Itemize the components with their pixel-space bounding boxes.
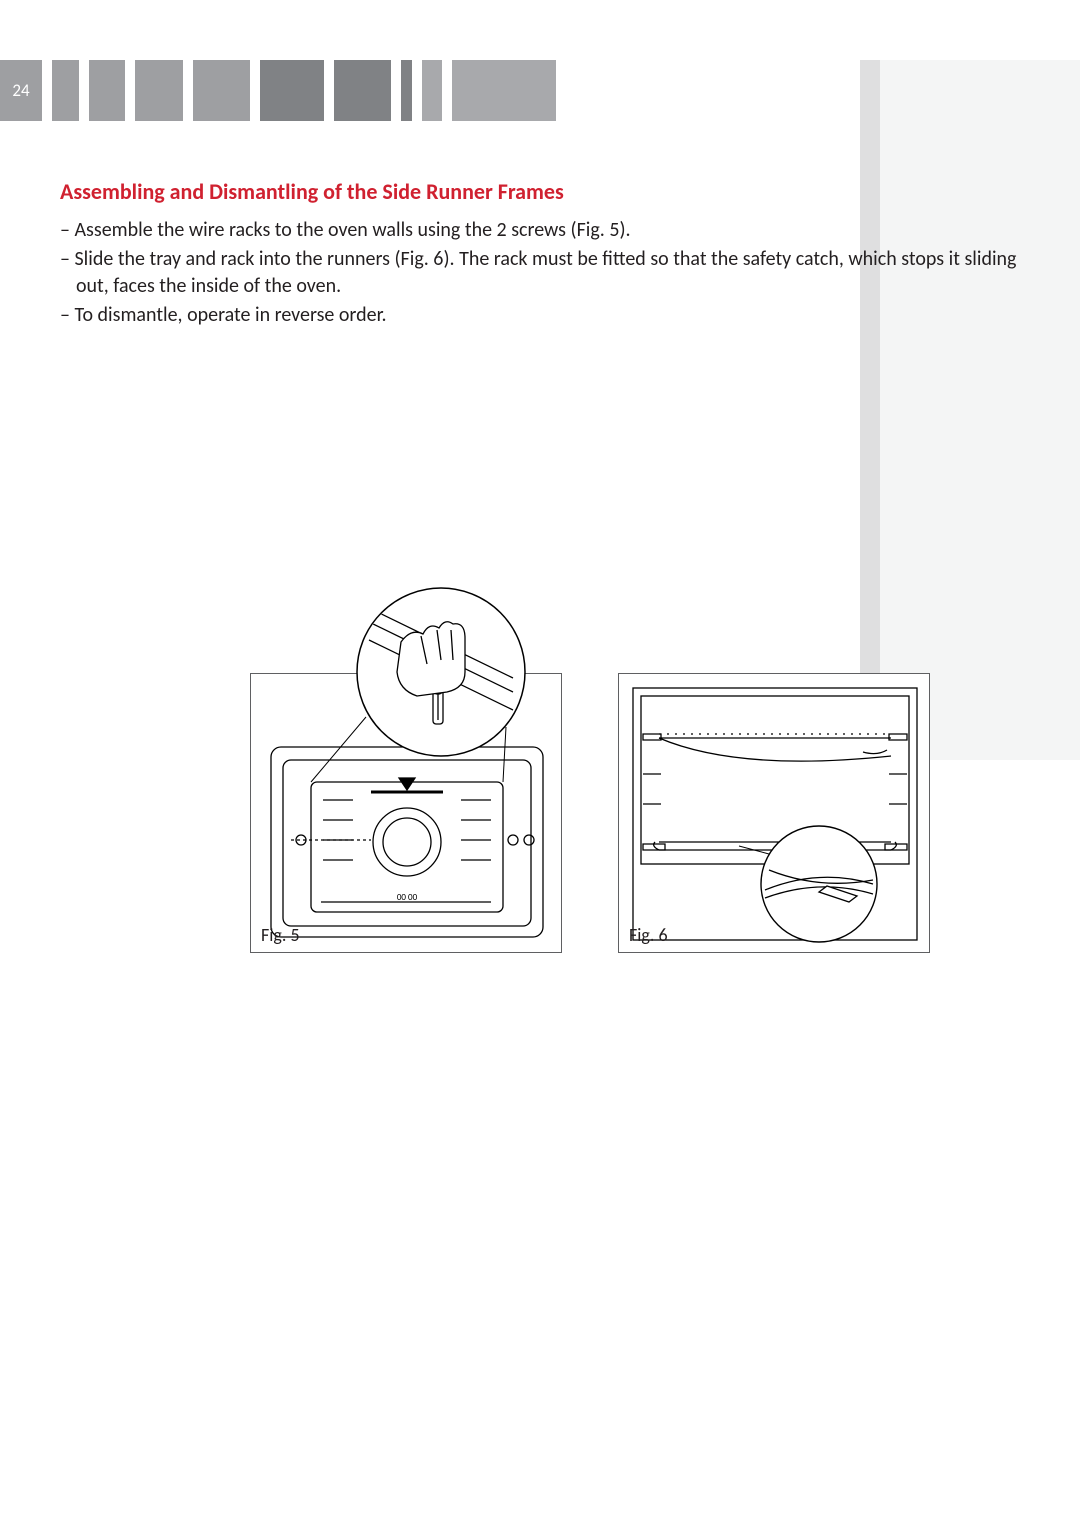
header-bar bbox=[401, 60, 412, 121]
header-bar bbox=[334, 60, 391, 121]
instruction-item: Slide the tray and rack into the runners… bbox=[60, 246, 1020, 300]
figure-5-svg: 00 00 bbox=[251, 582, 563, 952]
page-number: 24 bbox=[12, 80, 29, 101]
figure-6-caption: Fig. 6 bbox=[629, 924, 668, 946]
header-bars bbox=[52, 60, 556, 121]
section-title: Assembling and Dismantling of the Side R… bbox=[60, 178, 1020, 205]
figure-5-caption: Fig. 5 bbox=[261, 924, 300, 946]
header-strip: 24 bbox=[0, 60, 1080, 121]
figures-row: 00 00 bbox=[250, 583, 930, 953]
header-bar bbox=[260, 60, 324, 121]
header-bar bbox=[452, 60, 556, 121]
content-area: Assembling and Dismantling of the Side R… bbox=[60, 178, 1020, 331]
manual-page: 24 Assembling and Dismantling of the Sid… bbox=[0, 0, 1080, 1532]
figure-6: Fig. 6 bbox=[618, 673, 930, 953]
page-number-box: 24 bbox=[0, 60, 42, 121]
header-bar bbox=[193, 60, 250, 121]
header-bar bbox=[135, 60, 183, 121]
instruction-item: Assemble the wire racks to the oven wall… bbox=[60, 217, 1020, 244]
figure-5: 00 00 bbox=[250, 673, 562, 953]
header-bar bbox=[89, 60, 125, 121]
figure-6-svg bbox=[619, 674, 931, 954]
svg-text:00 00: 00 00 bbox=[397, 892, 418, 903]
instruction-list: Assemble the wire racks to the oven wall… bbox=[60, 217, 1020, 329]
header-bar bbox=[422, 60, 442, 121]
header-bar bbox=[52, 60, 79, 121]
instruction-item: To dismantle, operate in reverse order. bbox=[60, 302, 1020, 329]
